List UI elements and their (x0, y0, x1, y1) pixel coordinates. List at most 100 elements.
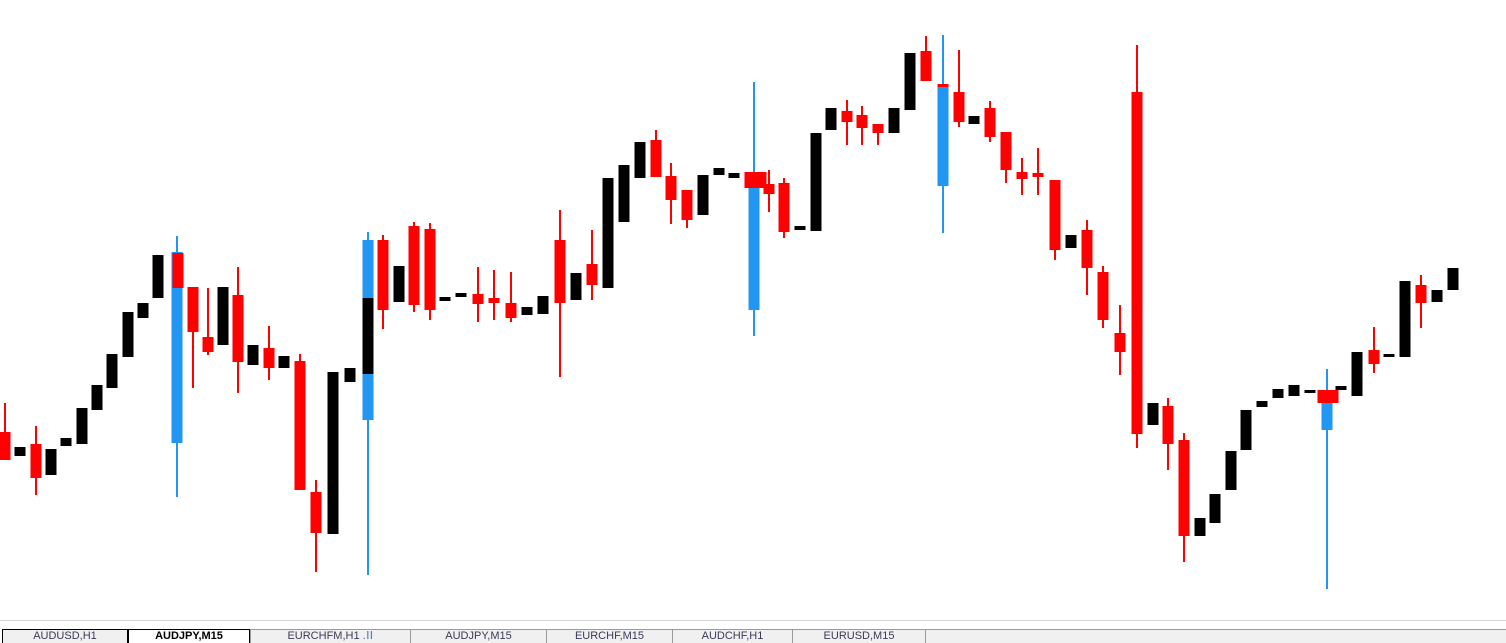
candle-body (554, 240, 566, 303)
candle-body (937, 84, 949, 186)
candle (825, 108, 837, 130)
candle-body (0, 432, 11, 460)
chart-tab[interactable]: EURCHF,M15 (546, 629, 672, 643)
candle-body (810, 133, 822, 231)
candle (1272, 389, 1284, 398)
candle-body (1317, 390, 1329, 403)
candle-body (681, 190, 693, 220)
chart-tab-label: EURCHFM,H1 (287, 630, 360, 642)
candle (408, 222, 420, 312)
candle (521, 307, 533, 315)
candle-body (122, 312, 134, 357)
candle-body (327, 372, 339, 534)
candle (634, 142, 646, 178)
candle (1368, 327, 1380, 373)
candle (1225, 451, 1237, 490)
candle-body (872, 124, 884, 133)
candle (681, 190, 693, 228)
candle (45, 449, 57, 475)
candle-body (728, 173, 740, 178)
candle-body (888, 108, 900, 133)
candle-body (521, 307, 533, 315)
chart-tab-indicator: .ll (362, 630, 374, 642)
candle-body (1240, 410, 1252, 450)
chart-tab[interactable]: AUDUSD,H1 (2, 629, 128, 643)
candle (586, 230, 598, 300)
chart-tab[interactable]: AUDJPY,M15 (128, 629, 250, 643)
candlestick-chart[interactable] (0, 0, 1506, 620)
candle (217, 287, 229, 345)
candle-body (76, 408, 88, 444)
candlestick-chart-canvas[interactable] (0, 0, 1506, 620)
candle-body (1209, 494, 1221, 523)
candle-body (362, 298, 374, 374)
tab-bar-empty-area[interactable] (925, 629, 1506, 643)
candle-body (984, 108, 996, 137)
candle-body (713, 168, 725, 175)
candle-body (232, 295, 244, 362)
candle-body (1351, 352, 1363, 396)
candle (247, 345, 259, 365)
candle-body (344, 368, 356, 382)
candle-body (602, 178, 614, 288)
candle-body (634, 142, 646, 178)
candle-wick (1037, 148, 1039, 195)
candle (748, 82, 760, 336)
candle-body (439, 297, 451, 301)
candle-body (1256, 401, 1268, 407)
candle-body (920, 51, 932, 81)
candle (1327, 390, 1339, 403)
candle (172, 253, 184, 288)
candle-body (1321, 398, 1333, 430)
candle (1209, 494, 1221, 523)
candle (1131, 45, 1143, 448)
candle (327, 372, 339, 534)
chart-tab[interactable]: AUDCHF,H1 (672, 629, 792, 643)
candle-body (14, 447, 26, 456)
chart-tab-label: AUDJPY,M15 (155, 630, 223, 642)
candle (618, 165, 630, 222)
candle (888, 108, 900, 133)
candle-body (106, 354, 118, 388)
candle (1081, 220, 1093, 295)
candle (171, 236, 183, 497)
candle (0, 403, 11, 460)
chart-tab[interactable]: EURUSD,M15 (792, 629, 925, 643)
candle-body (937, 84, 949, 87)
candle (1317, 390, 1329, 403)
candle-body (263, 348, 275, 368)
candle-body (1383, 354, 1395, 357)
candle-body (1131, 92, 1143, 434)
candle-body (825, 108, 837, 130)
candle-wick (1326, 369, 1328, 589)
candle-wick (846, 100, 848, 145)
candle-body (953, 92, 965, 122)
candle (91, 385, 103, 410)
candle (505, 272, 517, 322)
chart-tab-bar[interactable]: AUDUSD,H1 AUDJPY,M15 EURCHFM,H1 .ll AUDJPY,M… (0, 620, 1506, 643)
candle (904, 53, 916, 110)
candle-wick (877, 124, 879, 145)
candle (1114, 305, 1126, 375)
candle-body (1178, 440, 1190, 536)
chart-tab[interactable]: AUDJPY,M15 (410, 629, 546, 643)
candle (665, 163, 677, 224)
candle (937, 84, 949, 87)
candle (763, 170, 775, 212)
candle-body (755, 172, 767, 188)
candle (393, 266, 405, 302)
candle (137, 303, 149, 318)
candle-body (1327, 390, 1339, 403)
candle-body (310, 492, 322, 533)
candle-body (1162, 406, 1174, 444)
candle (1178, 433, 1190, 562)
chart-tab[interactable]: EURCHFM,H1 .ll (250, 629, 410, 643)
candle (14, 447, 26, 456)
candle (744, 172, 756, 188)
candle (1383, 354, 1395, 357)
candle-body (1272, 389, 1284, 398)
candle-body (488, 298, 500, 303)
candle-body (187, 287, 199, 332)
candle (1415, 275, 1427, 328)
candle (60, 438, 72, 446)
